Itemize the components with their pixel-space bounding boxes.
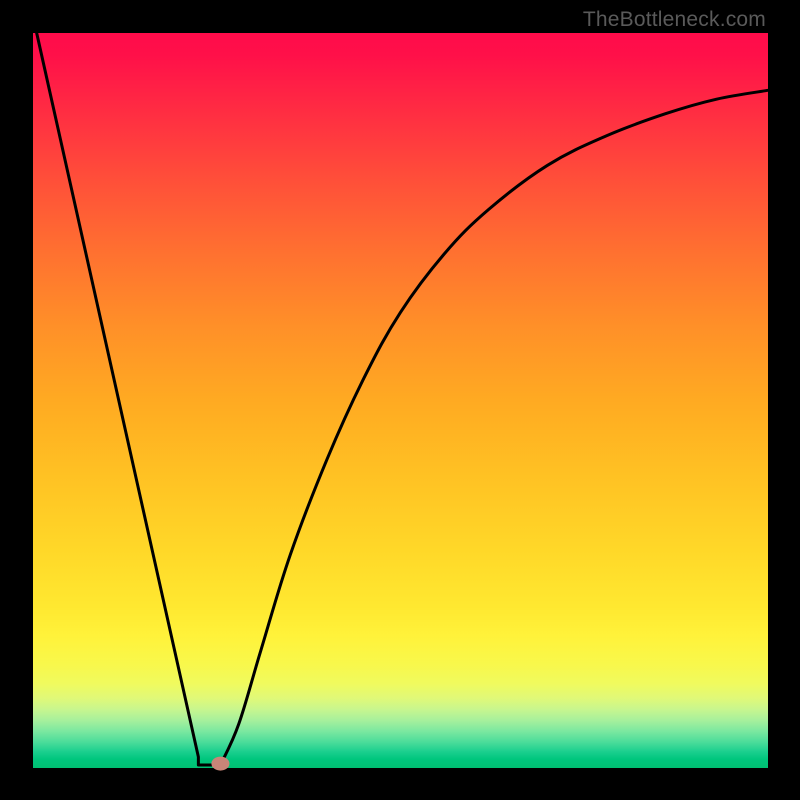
chart-stage: TheBottleneck.com xyxy=(0,0,800,800)
watermark-text: TheBottleneck.com xyxy=(583,8,766,32)
curve-layer xyxy=(33,33,768,768)
plot-area xyxy=(33,33,768,768)
bottleneck-curve xyxy=(37,33,768,765)
min-marker xyxy=(211,757,229,771)
